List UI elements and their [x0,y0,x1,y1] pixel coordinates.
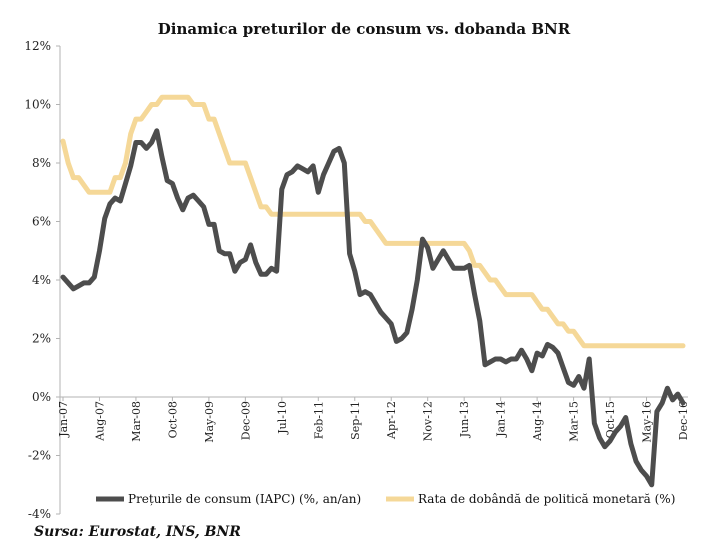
x-tick-label: Dec-16 [677,401,690,440]
y-tick-label: 0% [32,390,51,404]
x-tick-label: Jul-10 [276,401,289,435]
y-tick-label: 8% [32,156,51,170]
x-tick-label: Aug-14 [531,401,544,442]
series-line-policy-rate [60,94,686,349]
x-tick-label: May-09 [203,401,216,443]
series-line-cpi [60,128,686,488]
x-tick-label: Oct-15 [604,401,617,438]
y-tick-label: -2% [28,449,51,463]
source-note: Sursa: Eurostat, INS, BNR [34,524,241,540]
x-tick-label: Aug-07 [93,401,106,442]
y-tick-label: 6% [32,215,51,229]
y-tick-label: 10% [24,98,51,112]
x-tick-label: Nov-12 [422,401,435,441]
x-tick-label: Jan-14 [495,401,508,438]
x-tick-label: Jan-07 [57,401,70,438]
x-tick-label: Oct-08 [166,401,179,438]
plot-area: -4% -2% 0% 2% 4% 6% 8% 10% 12% Jan-07 Aug-07 Mar-0… [24,39,690,521]
x-tick-label: Mar-15 [568,401,581,442]
legend-label-policy-rate: Rata de dobândă de politică monetară (%) [418,492,675,506]
y-axis-ticks: -4% -2% 0% 2% 4% 6% 8% 10% 12% [24,39,60,521]
y-tick-label: 2% [32,332,51,346]
x-axis-ticks: Jan-07 Aug-07 Mar-08 Oct-08 May-09 Dec-09 Jul-… [57,397,690,443]
x-tick-label: Mar-08 [130,401,143,442]
x-tick-label: Jun-13 [458,401,471,438]
x-tick-label: Sep-11 [349,401,362,440]
series-lines [60,94,686,488]
x-tick-label: Feb-11 [312,401,325,439]
x-tick-label: May-16 [641,401,654,443]
y-tick-label: 4% [32,273,51,287]
x-tick-label: Apr-12 [385,401,398,440]
y-tick-label: -4% [28,507,51,521]
chart-title: Dinamica preturilor de consum vs. doband… [157,20,571,38]
legend-label-cpi: Prețurile de consum (IAPC) (%, an/an) [128,492,361,506]
legend: Prețurile de consum (IAPC) (%, an/an) Ra… [96,492,675,506]
y-tick-label: 12% [24,39,51,53]
x-tick-label: Dec-09 [239,401,252,440]
